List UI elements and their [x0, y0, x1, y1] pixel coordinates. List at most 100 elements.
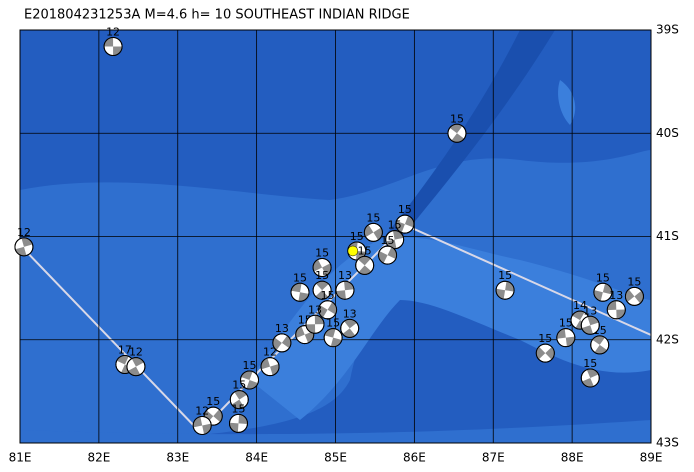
beachball-outline	[580, 315, 600, 335]
beachball-quadrant	[536, 346, 555, 360]
beachball-quadrant	[324, 328, 342, 347]
beachball-quadrant	[313, 259, 332, 276]
x-tick-label: 89E	[640, 451, 663, 465]
beachball-quadrant	[318, 302, 337, 318]
event-label: 13	[338, 269, 352, 282]
event-label: 15	[583, 357, 597, 370]
event-label: 15	[398, 203, 412, 216]
focal-mechanism	[556, 328, 576, 348]
event-label: 15	[321, 289, 335, 302]
beachball-outline	[312, 280, 332, 300]
beachball-quadrant	[231, 390, 247, 409]
event-label: 15	[315, 269, 329, 282]
event-label: 15	[596, 271, 610, 284]
beachball-quadrant	[336, 281, 354, 300]
beachball-outline	[295, 325, 315, 345]
event-label: 15	[538, 332, 552, 345]
beachball-outline	[378, 245, 398, 265]
focal-mechanism	[290, 282, 310, 302]
event-label: 15	[498, 269, 512, 282]
beachball-outline	[590, 335, 610, 355]
y-tick-label: 42S	[656, 332, 679, 346]
event-label: 15	[358, 244, 372, 257]
focal-mechanism	[260, 357, 280, 377]
focal-mechanism	[495, 280, 515, 300]
event-label: 15	[315, 246, 329, 259]
beachball-quadrant	[625, 289, 644, 304]
beachball-quadrant	[581, 369, 599, 387]
beachball-quadrant	[104, 37, 123, 56]
event-label: 15	[366, 211, 380, 224]
focal-mechanism	[126, 357, 146, 377]
map-title: E201804231253A M=4.6 h= 10 SOUTHEAST IND…	[24, 8, 410, 23]
event-label: 15	[388, 219, 402, 232]
event-label: 17	[118, 344, 132, 357]
beachball-outline	[260, 357, 280, 377]
event-label: 13	[609, 289, 623, 302]
beachball-quadrant	[241, 371, 258, 389]
event-label: 12	[263, 346, 277, 359]
beachball-outline	[447, 123, 467, 143]
focal-mechanism	[14, 237, 34, 257]
beachball-outline	[385, 230, 405, 250]
beachball-outline	[580, 368, 600, 388]
event-label: 15	[293, 271, 307, 284]
focal-mechanism	[229, 390, 249, 410]
focal-mechanism	[340, 318, 360, 338]
x-tick-label: 81E	[9, 451, 32, 465]
focal-mechanism	[228, 413, 248, 433]
event-label: 12	[17, 226, 31, 239]
beachball-outline	[495, 280, 515, 300]
event-label: 13	[583, 304, 597, 317]
beachball-outline	[323, 328, 343, 348]
event-label: 15	[231, 402, 245, 415]
beachball-outline	[535, 343, 555, 363]
beachball-quadrant	[592, 335, 608, 354]
beachball-outline	[312, 257, 332, 277]
focal-mechanism	[318, 300, 338, 320]
beachball-quadrant	[291, 283, 309, 302]
focal-mechanism	[395, 214, 415, 234]
event-label: 13	[308, 303, 322, 316]
beachball-outline	[363, 222, 383, 242]
beachball-outline	[192, 415, 212, 435]
beachball-outline	[395, 214, 415, 234]
focal-mechanism	[323, 328, 343, 348]
x-tick-label: 82E	[87, 451, 110, 465]
epicenter	[347, 245, 359, 257]
focal-mechanism	[378, 245, 398, 265]
beachball-quadrant	[272, 335, 291, 351]
y-tick-label: 41S	[656, 229, 679, 243]
map-frame	[19, 29, 652, 444]
event-label: 13	[343, 307, 357, 320]
y-tick-label: 39S	[656, 23, 679, 37]
focal-mechanism	[447, 123, 467, 143]
beachball-quadrant	[342, 319, 357, 338]
focal-mechanism	[590, 335, 610, 355]
focal-mechanism	[312, 257, 332, 277]
event-label: 15	[326, 317, 340, 330]
beachball-quadrant	[607, 300, 626, 319]
beachball-quadrant	[261, 357, 280, 376]
x-tick-label: 88E	[561, 451, 584, 465]
y-tick-label: 43S	[656, 436, 679, 450]
focal-mechanism	[593, 282, 613, 302]
focal-mechanism	[240, 370, 260, 390]
x-tick-label: 87E	[482, 451, 505, 465]
x-tick-label: 85E	[324, 451, 347, 465]
beachball-outline	[272, 333, 292, 353]
beachball-outline	[624, 286, 644, 306]
beachball-quadrant	[593, 283, 612, 301]
beachball-outline	[305, 314, 325, 334]
beachball-outline	[556, 328, 576, 348]
beachball-outline	[240, 370, 260, 390]
event-label: 15	[627, 275, 641, 288]
beachball-outline	[593, 282, 613, 302]
beachball-outline	[203, 406, 223, 426]
focal-mechanism	[295, 325, 315, 345]
beachball-quadrant	[449, 124, 465, 143]
beachball-outline	[606, 300, 626, 320]
x-tick-label: 84E	[245, 451, 268, 465]
